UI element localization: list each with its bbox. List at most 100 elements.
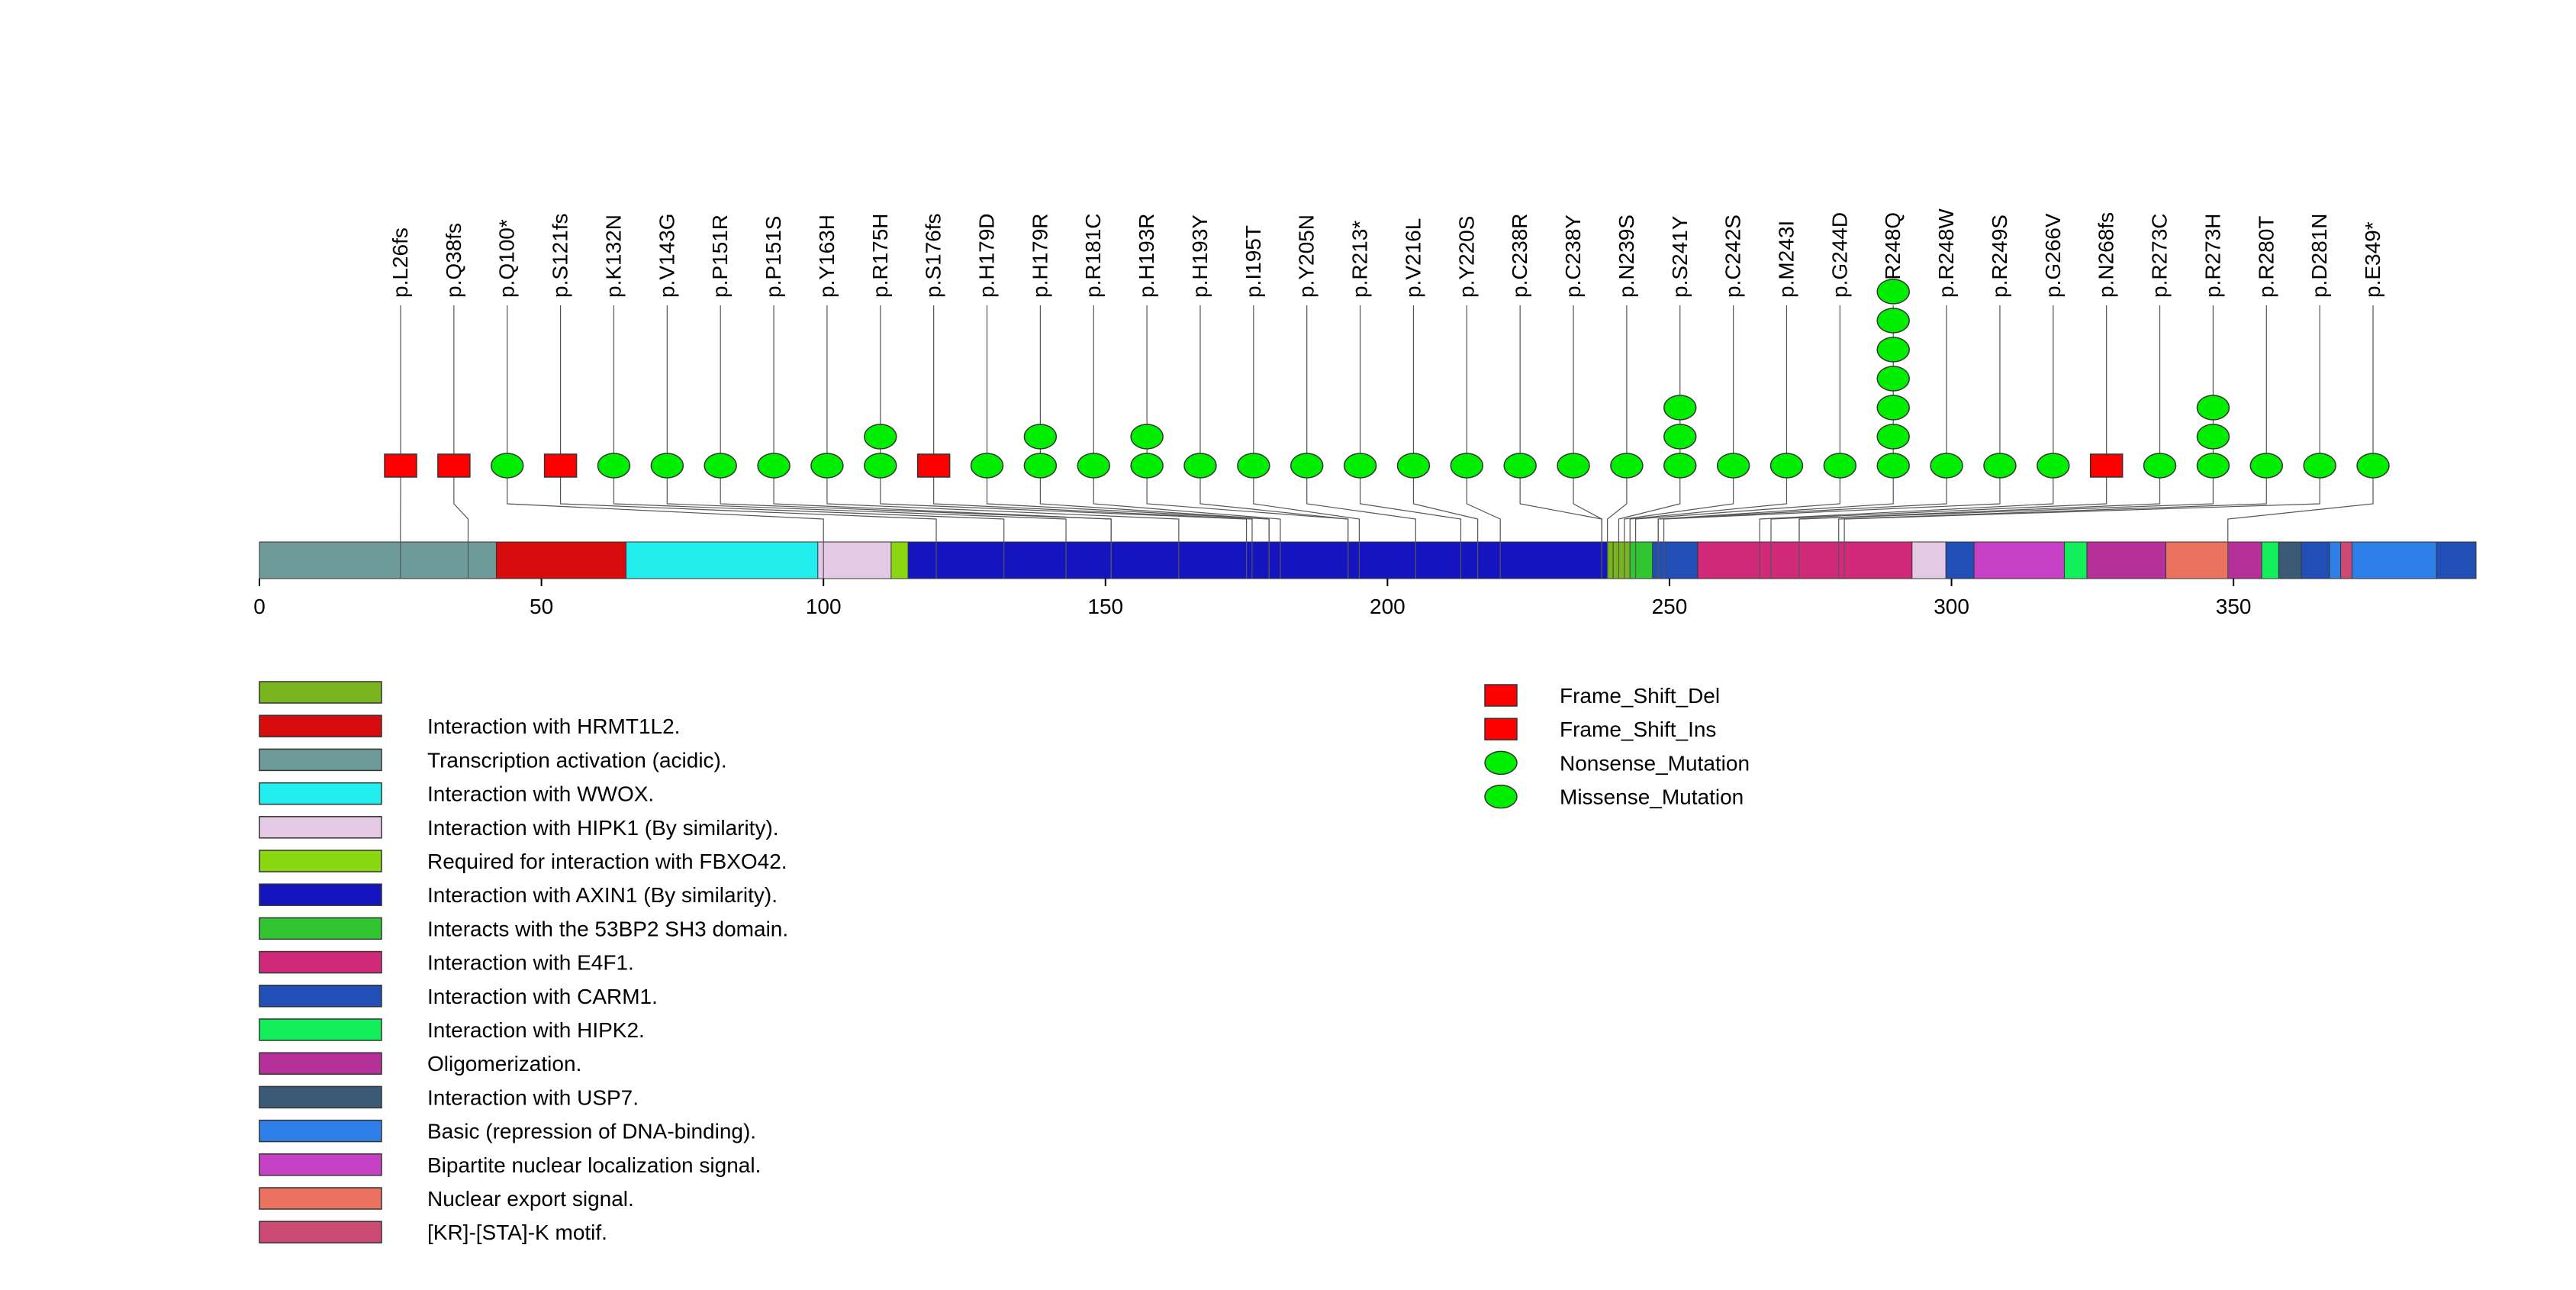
missense-marker [2143, 453, 2177, 479]
mutation-label: p.S121fs [549, 213, 572, 298]
mutation-label: p.N268fs [2095, 212, 2118, 298]
mutation-label: p.D281N [2307, 213, 2331, 298]
missense-marker [1876, 279, 1910, 305]
missense-marker [1876, 424, 1910, 450]
mutation-label: p.M243I [1774, 221, 1798, 298]
mutation-label: p.R273H [2201, 213, 2224, 298]
legend-swatch [259, 1221, 382, 1243]
missense-marker [1023, 424, 1058, 450]
frameshift-marker [2089, 453, 2124, 478]
legend-label: [KR]-[STA]-K motif. [427, 1221, 607, 1244]
mutation-label: p.N239S [1615, 214, 1638, 298]
frameshift-marker [916, 453, 951, 478]
mutation-label: p.L26fs [388, 227, 412, 298]
missense-marker [2303, 453, 2336, 479]
legend-swatch [259, 1187, 382, 1210]
missense-marker [810, 453, 844, 479]
legend-swatch [259, 1018, 382, 1041]
nonsense-marker [490, 453, 524, 479]
frameshift-marker [543, 453, 578, 478]
mutation-stem [507, 305, 824, 579]
legend-label: Bipartite nuclear localization signal. [427, 1153, 761, 1177]
mutation-stem [773, 305, 1112, 579]
legend-swatch [259, 950, 382, 974]
missense-marker [2196, 424, 2230, 450]
legend-label: Interacts with the 53BP2 SH3 domain. [427, 917, 788, 940]
mutation-stem [933, 305, 1253, 579]
missense-marker [1716, 453, 1750, 479]
mutation-stem [1519, 305, 1602, 579]
domain-segment [625, 541, 824, 579]
missense-marker [970, 453, 1004, 479]
legend-ellipse-icon [1484, 784, 1518, 809]
mutation-stem [1573, 305, 1602, 579]
missense-marker [1663, 453, 1697, 479]
mutation-stem [1629, 305, 1788, 579]
mutation-stem [666, 305, 1067, 579]
legend-label: Interaction with CARM1. [427, 985, 658, 1008]
legend-label: Oligomerization. [427, 1052, 581, 1076]
domain-segment [2351, 541, 2443, 579]
missense-marker [1023, 453, 1058, 479]
mutation-label: p.R249S [1988, 214, 2011, 298]
mutation-stem [1798, 305, 2214, 579]
mutation-stem [826, 305, 1180, 579]
missense-marker [1077, 453, 1110, 479]
missense-marker [1450, 453, 1484, 479]
legend-swatch [259, 917, 382, 940]
mutation-stem [2227, 305, 2374, 579]
mutation-stem [1770, 305, 2107, 579]
mutation-stem [1306, 305, 1416, 579]
mutation-stem [1253, 305, 1360, 579]
legend-label: Required for interaction with FBXO42. [427, 850, 787, 873]
mutation-label: p.V216L [1401, 218, 1425, 298]
missense-marker [2037, 453, 2070, 479]
mutation-stem [1199, 305, 1349, 579]
mutation-label: p.H193Y [1188, 214, 1212, 298]
mutation-label: p.E349* [2361, 221, 2384, 298]
domain-segment [495, 541, 633, 579]
mutation-label: p.V143G [655, 213, 678, 298]
missense-marker [1930, 453, 1963, 479]
legend-square-icon [1484, 684, 1518, 707]
mutation-stem [1466, 305, 1501, 579]
legend-label: Interaction with HIPK1 (By similarity). [427, 816, 779, 840]
legend-label: Transcription activation (acidic). [427, 748, 727, 772]
mutation-stem [1412, 305, 1479, 579]
missense-marker [864, 453, 897, 479]
mutation-stem [1657, 305, 1947, 579]
mutation-label: p.I195T [1241, 225, 1265, 298]
mutation-stem [1607, 305, 1628, 579]
missense-marker [1876, 453, 1910, 479]
domain-segment [817, 541, 897, 579]
domain-segment [1973, 541, 2071, 579]
mutation-stem [453, 305, 469, 579]
axis-tick-label: 350 [2216, 595, 2252, 618]
legend-label: Missense_Mutation [1560, 785, 1744, 809]
legend-label: Frame_Shift_Ins [1560, 718, 1716, 741]
legend-swatch [259, 681, 382, 704]
missense-marker [1876, 337, 1910, 363]
axis-tick-label: 200 [1370, 595, 1406, 618]
legend-label: Interaction with E4F1. [427, 951, 634, 975]
mutation-stem [880, 305, 1248, 579]
legend-swatch [259, 748, 382, 772]
mutation-label: p.Q38fs [442, 223, 465, 298]
mutation-label: p.Y220S [1454, 216, 1478, 298]
legend-ellipse-icon [1484, 750, 1518, 776]
mutation-label: p.G266V [2041, 213, 2065, 298]
missense-marker [1823, 453, 1857, 479]
missense-marker [1183, 453, 1217, 479]
legend-label: Nuclear export signal. [427, 1187, 634, 1211]
frameshift-marker [437, 453, 471, 478]
missense-marker [1557, 453, 1590, 479]
mutation-stem [613, 305, 1005, 579]
missense-marker [1290, 453, 1324, 479]
missense-marker [1876, 366, 1910, 392]
protein-bar [259, 541, 2477, 579]
legend-label: Nonsense_Mutation [1560, 751, 1750, 775]
axis-tick-label: 100 [806, 595, 842, 618]
legend-swatch [259, 883, 382, 906]
mutation-stem [1624, 305, 1734, 579]
